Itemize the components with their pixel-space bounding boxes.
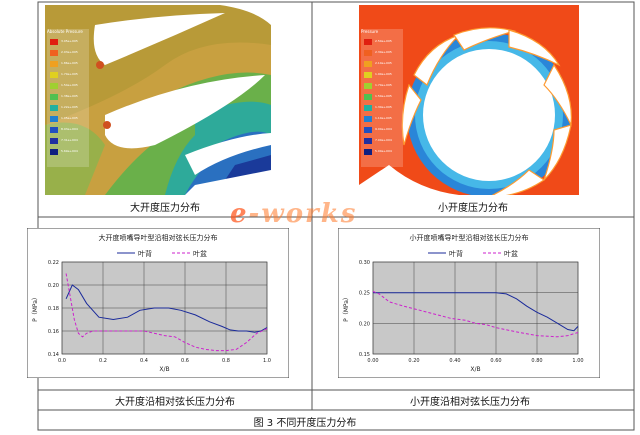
legend-swatch [50,116,58,122]
y-axis-label: P（MPa） [343,294,350,322]
legend-value: 5.69e+004 [61,149,78,153]
figure-caption: 图 3 不同开度压力分布 [253,418,357,429]
caption-chart-small: 小开度沿相对弦长压力分布 [410,397,530,408]
series-line [373,292,579,332]
legend-swatch [364,72,372,78]
legend-swatch [50,127,58,133]
contour-legend: Absolute Pressure 3.05e+005 2.03e+005 1.86… [47,29,89,167]
legend-value: 8.93e+004 [61,127,78,131]
legend-value: 1.86e+005 [61,61,78,65]
x-tick-label: 1.0 [263,358,271,364]
x-tick-label: 0.4 [140,358,148,364]
x-tick-label: 0.2 [99,358,107,364]
legend-value: 1.54e+005 [61,83,78,87]
legend-swatch [364,39,372,45]
legend-value: 2.50e+005 [375,39,392,43]
contour-large-opening: Absolute Pressure 3.05e+005 2.03e+005 1.86… [45,5,271,195]
x-tick-label: 0.0 [58,358,66,364]
x-tick-label: 0.6 [181,358,189,364]
legend-value: 1.22e+005 [61,105,78,109]
legend-swatch [50,83,58,89]
y-axis-label: P（MPa） [32,294,39,322]
legend-value: 1.38e+005 [61,94,78,98]
y-tick-label: 0.20 [48,283,59,289]
plot-area [372,261,579,355]
legend-value: 2.10e+005 [375,61,392,65]
legend-swatch [364,61,372,67]
caption-chart-large: 大开度沿相对弦长压力分布 [115,397,235,408]
legend-swatch [364,138,372,144]
legend-value: 1.70e+005 [61,72,78,76]
legend-value: 7.00e+004 [375,138,392,142]
legend-label: 叶背 [138,249,152,258]
legend-value: 2.03e+005 [61,50,78,54]
legend-label: 叶盆 [193,249,207,258]
legend-swatch [364,116,372,122]
legend-label: 叶盆 [504,249,518,258]
y-tick-label: 0.18 [48,306,59,312]
legend-value: 3.05e+005 [61,39,78,43]
legend-value: 1.30e+005 [375,105,392,109]
x-tick-label: 0.8 [222,358,230,364]
legend-swatch [50,138,58,144]
legend-swatch [364,127,372,133]
legend-swatch [50,72,58,78]
x-tick-label: 0.40 [449,358,460,364]
x-tick-label: 0.60 [490,358,501,364]
contour-legend: Pressure 2.50e+005 2.30e+005 2.10e+005 1.90… [361,29,403,167]
legend-swatch [50,50,58,56]
contour-large-image [45,5,271,195]
y-tick-label: 0.22 [48,260,59,266]
legend-value: 1.50e+005 [375,94,392,98]
legend-swatch [50,105,58,111]
legend-label: 叶背 [449,249,463,258]
x-axis-label: X/B [159,366,169,373]
series-line [372,290,579,338]
y-tick-label: 0.15 [359,352,370,358]
legend-value: 1.10e+005 [375,116,392,120]
chart-title: 大开度喷嘴导叶型沿相对弦长压力分布 [99,233,218,242]
legend-swatch [50,149,58,155]
y-tick-label: 0.25 [359,291,370,297]
legend-value: 1.05e+005 [61,116,78,120]
y-tick-label: 0.14 [48,352,59,358]
legend-title: Absolute Pressure [47,29,83,34]
legend-swatch [364,83,372,89]
contour-small-opening: Pressure 2.50e+005 2.30e+005 2.10e+005 1.90… [359,5,579,195]
series-line [65,284,268,333]
legend-swatch [364,50,372,56]
watermark-logo: e-works [230,199,358,229]
legend-value: 2.30e+005 [375,50,392,54]
legend-swatch [364,94,372,100]
x-axis-label: X/B [470,366,480,373]
y-tick-label: 0.20 [359,321,370,327]
x-tick-label: 0.80 [531,358,542,364]
contour-small-image [359,5,579,195]
legend-value: 5.00e+004 [375,149,392,153]
chart-title: 小开度喷嘴导叶型沿相对弦长压力分布 [410,233,529,242]
x-tick-label: 0.20 [408,358,419,364]
legend-title: Pressure [361,29,379,34]
legend-swatch [364,105,372,111]
caption-contour-large: 大开度压力分布 [130,203,200,214]
legend-swatch [364,149,372,155]
legend-value: 1.70e+005 [375,83,392,87]
x-tick-label: 0.00 [367,358,378,364]
legend-swatch [50,94,58,100]
legend-value: 9.00e+004 [375,127,392,131]
x-tick-label: 1.00 [572,358,583,364]
y-tick-label: 0.16 [48,329,59,335]
caption-contour-small: 小开度压力分布 [438,203,508,214]
y-tick-label: 0.30 [359,260,370,266]
series-line [65,273,268,352]
legend-value: 7.31e+004 [61,138,78,142]
legend-value: 1.90e+005 [375,72,392,76]
legend-swatch [50,61,58,67]
legend-swatch [50,39,58,45]
